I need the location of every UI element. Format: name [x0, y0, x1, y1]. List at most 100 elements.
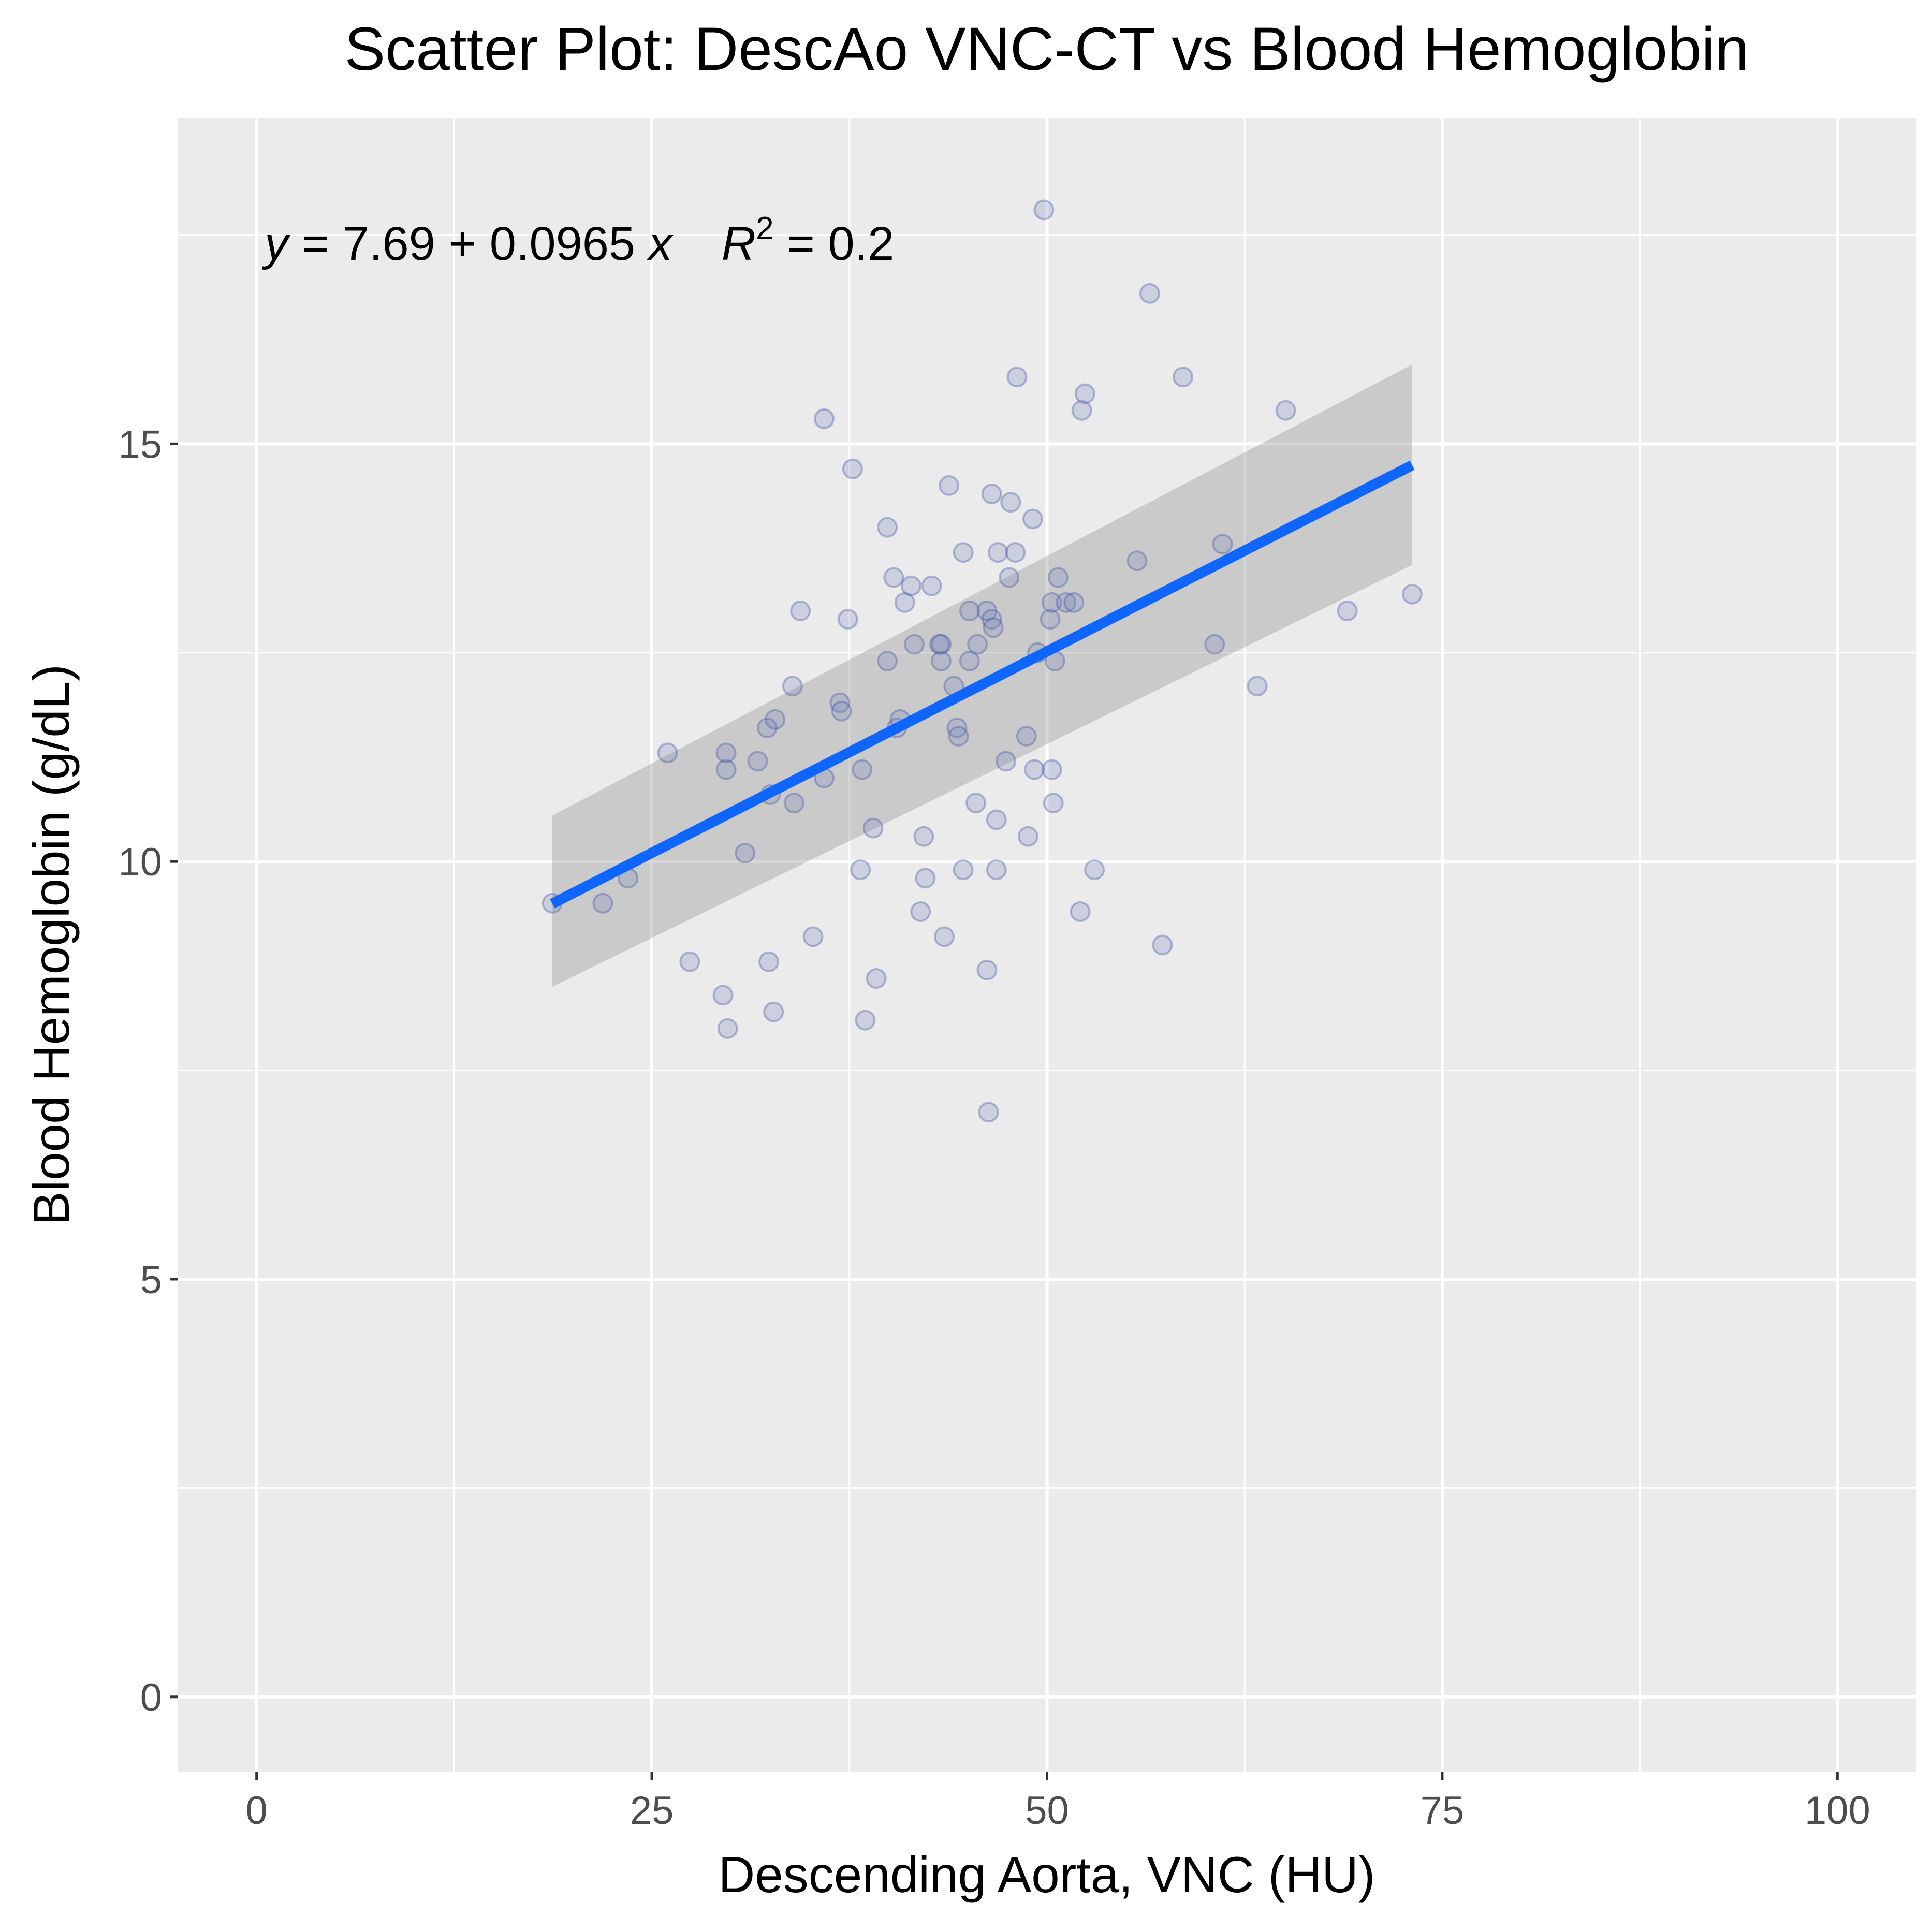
regression-equation: y = 7.69 + 0.0965 x R2 = 0.2: [261, 211, 894, 270]
confidence-band: [552, 364, 1412, 987]
data-point: [852, 759, 873, 780]
regression-line: [550, 460, 1415, 909]
data-point: [679, 951, 700, 972]
data-point: [1071, 400, 1092, 421]
data-point: [1247, 676, 1268, 697]
chart-title: Scatter Plot: DescAo VNC-CT vs Blood Hem…: [345, 15, 1749, 83]
data-point: [790, 601, 811, 622]
data-point: [1000, 492, 1021, 513]
data-point: [986, 809, 1007, 830]
x-tick-label: 100: [1805, 1789, 1870, 1833]
data-point: [866, 968, 887, 989]
data-point: [1063, 592, 1085, 613]
data-point: [712, 985, 734, 1006]
data-point: [802, 926, 824, 947]
data-point: [1401, 583, 1423, 605]
data-point: [903, 634, 925, 655]
data-point: [981, 609, 1002, 630]
eq-r-var: R: [722, 217, 756, 270]
data-point: [913, 826, 934, 847]
data-point: [999, 567, 1020, 588]
data-point: [842, 458, 863, 479]
data-point: [976, 959, 998, 980]
data-point: [987, 542, 1008, 563]
data-point: [910, 901, 931, 922]
data-point: [783, 793, 804, 814]
eq-y-var: y: [261, 217, 291, 270]
data-point: [715, 742, 737, 764]
data-point: [877, 517, 898, 538]
y-axis-title: Blood Hemoglobin (g/dL): [23, 664, 80, 1225]
x-tick-label: 0: [246, 1789, 268, 1833]
data-point: [959, 650, 980, 671]
data-point: [1016, 726, 1037, 747]
data-point: [862, 817, 884, 839]
data-point: [1006, 367, 1028, 388]
data-point: [831, 700, 852, 722]
data-point: [946, 717, 968, 738]
data-point: [1047, 567, 1069, 588]
data-point: [959, 601, 980, 622]
y-tick-label: 5: [140, 1258, 162, 1302]
data-points: [541, 199, 1423, 1123]
data-point: [967, 634, 988, 655]
data-point: [758, 951, 780, 972]
y-tick-label: 0: [140, 1676, 162, 1720]
data-point: [1173, 367, 1194, 388]
data-point: [1024, 759, 1045, 780]
data-point: [717, 1018, 738, 1039]
data-point: [1337, 601, 1358, 622]
data-point: [1152, 934, 1173, 956]
data-point: [1022, 508, 1044, 530]
data-point: [894, 592, 915, 613]
data-point: [948, 726, 969, 747]
data-point: [1056, 592, 1077, 613]
data-point: [763, 1001, 784, 1022]
data-point: [915, 868, 936, 889]
data-point: [747, 751, 768, 772]
x-tick-label: 25: [630, 1789, 674, 1833]
data-point: [883, 567, 904, 588]
data-point: [592, 892, 613, 914]
data-point: [983, 617, 1004, 638]
data-point: [939, 475, 960, 496]
x-tick-label: 75: [1421, 1789, 1465, 1833]
data-point: [735, 843, 756, 863]
data-point: [976, 601, 998, 622]
eq-r-superscript: 2: [756, 211, 773, 246]
data-point: [877, 650, 898, 671]
data-point: [981, 484, 1002, 505]
data-point: [1041, 592, 1062, 613]
eq-x-var: x: [647, 217, 674, 270]
data-point: [929, 634, 950, 655]
data-point: [1017, 826, 1038, 847]
x-axis-title: Descending Aorta, VNC (HU): [718, 1846, 1375, 1903]
data-point: [965, 793, 987, 814]
eq-coefficients: = 7.69 + 0.0965: [288, 217, 649, 270]
data-point: [757, 717, 778, 738]
data-point: [1005, 542, 1026, 563]
data-point: [850, 859, 871, 881]
data-point: [657, 742, 678, 764]
data-point: [1033, 199, 1055, 221]
data-point: [855, 1009, 876, 1031]
data-point: [930, 650, 952, 671]
data-point: [930, 634, 952, 655]
eq-r-squared-value: = 0.2: [774, 217, 895, 270]
data-point: [934, 926, 955, 947]
data-point: [837, 609, 858, 630]
data-point: [900, 575, 921, 596]
data-point: [996, 751, 1017, 772]
data-point: [1084, 859, 1105, 881]
data-point: [921, 575, 942, 596]
data-point: [978, 1102, 999, 1123]
data-point: [1040, 609, 1061, 630]
axes: 0 25 50 75 100 0 5 10 15: [118, 422, 1870, 1833]
y-tick-label: 15: [118, 422, 162, 466]
data-point: [829, 692, 851, 713]
data-point: [1041, 759, 1062, 780]
data-point: [1139, 283, 1160, 304]
data-point: [1070, 901, 1091, 922]
data-point: [953, 859, 974, 881]
